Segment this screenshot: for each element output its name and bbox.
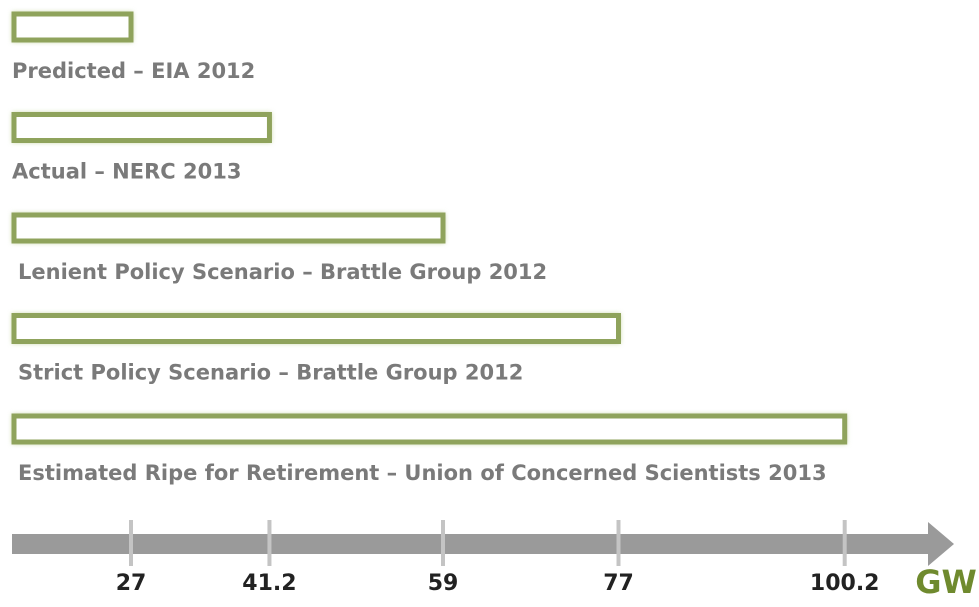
x-tick-label: 77 xyxy=(603,571,634,596)
axis-bar xyxy=(12,534,930,554)
axis-unit: GW xyxy=(915,563,977,601)
x-tick-label: 41.2 xyxy=(242,571,296,596)
x-tick-label: 100.2 xyxy=(810,571,880,596)
bar-label: Predicted – EIA 2012 xyxy=(12,59,255,83)
bar xyxy=(11,313,621,344)
bar-label: Lenient Policy Scenario – Brattle Group … xyxy=(18,260,547,284)
x-tick-label: 59 xyxy=(428,571,459,596)
bar xyxy=(11,11,134,43)
bar-label: Actual – NERC 2013 xyxy=(12,160,241,184)
bar xyxy=(11,413,848,445)
bar-label: Estimated Ripe for Retirement – Union of… xyxy=(18,461,827,485)
bar xyxy=(11,212,446,244)
x-tick-label: 27 xyxy=(116,571,147,596)
bar-label: Strict Policy Scenario – Brattle Group 2… xyxy=(18,361,523,385)
bars: Predicted – EIA 2012 Actual – NERC 2013 Le… xyxy=(11,11,848,485)
bar xyxy=(11,112,272,143)
axis-arrow xyxy=(928,522,954,566)
